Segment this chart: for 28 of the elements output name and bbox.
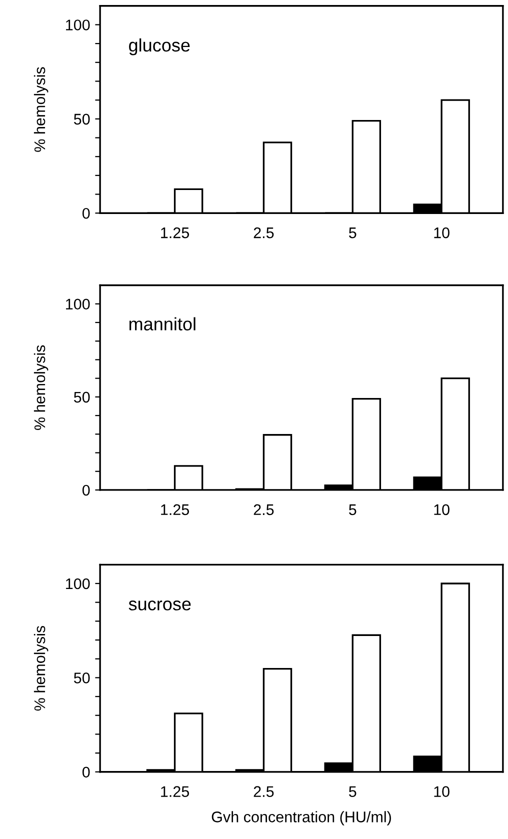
x-tick-label: 2.5 [254, 786, 274, 797]
y-axis-title: % hemolysis [34, 345, 48, 430]
x-tick-label: 10 [434, 786, 450, 797]
x-tick-label: 2.5 [254, 504, 274, 516]
y-tick-label: 0 [82, 208, 90, 219]
x-tick-label: 2.5 [254, 227, 274, 238]
x-axis-title: Gvh concentration (HU/ml) [212, 811, 391, 826]
y-tick-label: 50 [74, 672, 90, 684]
text: sucrose [128, 600, 191, 610]
x-tick-label: 10 [434, 504, 450, 516]
text: glucose [129, 38, 190, 56]
x-tick-label: 1.25 [161, 227, 190, 238]
x-tick-label: 10 [434, 227, 450, 238]
y-axis-title: % hemolysis [34, 626, 48, 711]
y-tick-label: 100 [66, 298, 90, 310]
y-tick-label: 100 [66, 578, 90, 590]
y-tick-label: 50 [74, 114, 90, 125]
y-axis-title: % hemolysis [34, 67, 48, 152]
text: mannitol [129, 317, 196, 330]
y-tick-label: 0 [82, 484, 90, 496]
y-tick-label: 100 [66, 20, 90, 30]
x-tick-label: 5 [348, 504, 356, 516]
x-tick-label: 5 [348, 228, 356, 238]
x-tick-label: 1.25 [161, 786, 190, 797]
x-tick-label: 5 [348, 786, 356, 797]
y-tick-label: 0 [82, 766, 90, 778]
y-tick-label: 50 [74, 392, 90, 403]
x-tick-label: 1.25 [161, 504, 190, 516]
